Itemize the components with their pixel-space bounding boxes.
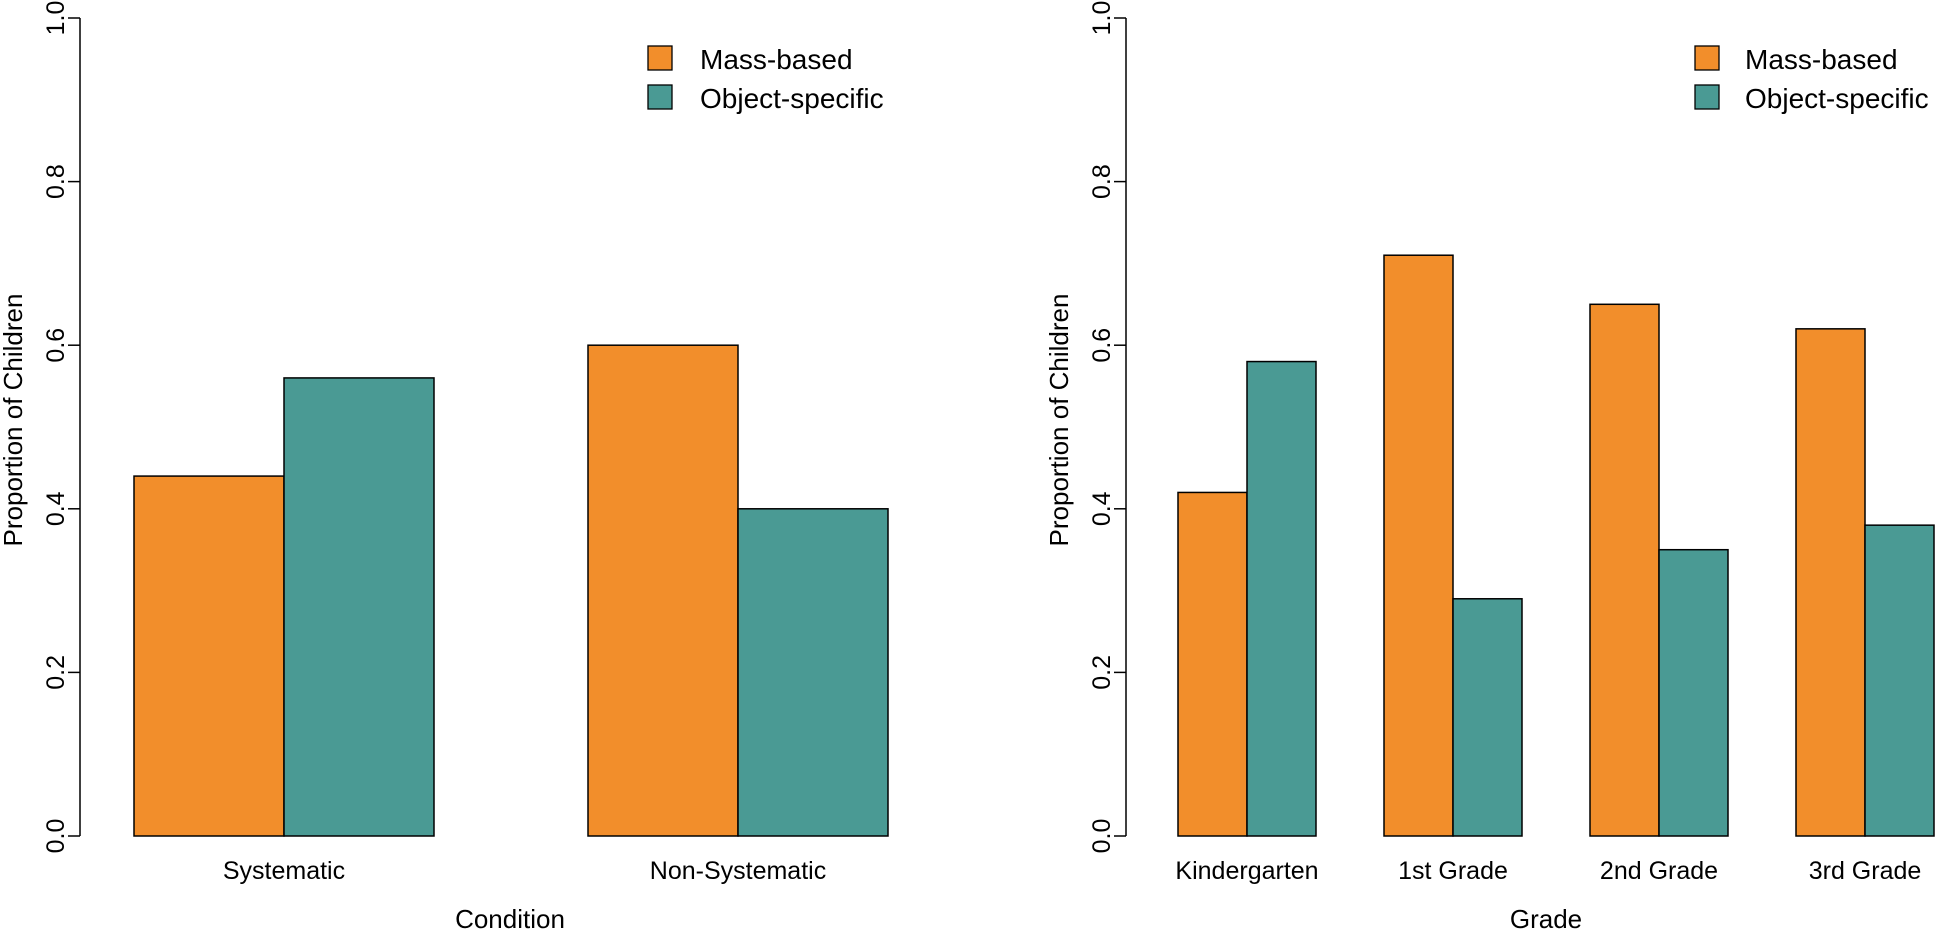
right-legend-label-object: Object-specific — [1745, 83, 1929, 114]
right-legend: Mass-based Object-specific — [1694, 44, 1929, 114]
left-y-tick-label: 0.0 — [42, 819, 70, 854]
right-y-tick-label: 0.0 — [1088, 819, 1116, 854]
right-bar-object-1 — [1246, 360, 1317, 837]
left-legend-label-mass: Mass-based — [700, 44, 853, 75]
left-y-tick-label: 0.4 — [42, 491, 70, 526]
right-x-tick-label: 3rd Grade — [1809, 857, 1922, 885]
left-y-axis-title: Proportion of Children — [0, 294, 28, 547]
right-x-tick-labels: Kindergarten 1st Grade 2nd Grade 3rd Grade — [1175, 857, 1921, 885]
left-y-tick-label: 0.8 — [42, 164, 70, 199]
left-bars — [133, 344, 889, 837]
right-bar-mass-2 — [1383, 254, 1454, 837]
left-legend-swatch-mass — [647, 45, 673, 71]
left-bar-mass-2 — [587, 344, 739, 837]
left-y-axis: 0.0 0.2 0.4 0.6 0.8 1.0 — [42, 1, 81, 854]
right-legend-swatch-object — [1694, 84, 1720, 110]
right-y-axis: 0.0 0.2 0.4 0.6 0.8 1.0 — [1088, 1, 1127, 854]
left-legend-label-object: Object-specific — [700, 83, 884, 114]
left-y-tick-label: 0.6 — [42, 328, 70, 363]
right-legend-swatch-mass — [1694, 45, 1720, 71]
left-legend: Mass-based Object-specific — [647, 44, 884, 114]
left-x-axis-title: Condition — [455, 904, 565, 934]
right-bar-object-4 — [1864, 524, 1935, 837]
right-legend-label-mass: Mass-based — [1745, 44, 1898, 75]
right-chart: 0.0 0.2 0.4 0.6 0.8 1.0 Kindergarten 1st Grade… — [1044, 1, 1935, 934]
right-y-tick-label: 0.2 — [1088, 655, 1116, 690]
left-x-tick-labels: Systematic Non-Systematic — [223, 857, 826, 885]
left-x-tick-label: Systematic — [223, 857, 345, 885]
right-x-axis-title: Grade — [1510, 904, 1582, 934]
left-bar-object-1 — [283, 377, 435, 837]
right-y-tick-label: 0.8 — [1088, 164, 1116, 199]
right-bar-mass-3 — [1589, 303, 1660, 837]
left-bar-mass-1 — [133, 475, 285, 837]
right-y-tick-label: 1.0 — [1088, 1, 1116, 36]
left-legend-swatch-object — [647, 84, 673, 110]
right-bar-mass-4 — [1795, 328, 1866, 837]
right-y-tick-label: 0.4 — [1088, 491, 1116, 526]
right-bar-mass-1 — [1177, 491, 1248, 837]
left-bar-object-2 — [737, 508, 889, 837]
right-y-axis-title: Proportion of Children — [1044, 294, 1074, 547]
right-x-tick-label: 1st Grade — [1398, 857, 1508, 885]
right-bar-object-2 — [1452, 598, 1523, 837]
right-x-tick-label: 2nd Grade — [1600, 857, 1718, 885]
right-y-tick-label: 0.6 — [1088, 328, 1116, 363]
left-y-tick-label: 0.2 — [42, 655, 70, 690]
left-x-tick-label: Non-Systematic — [650, 857, 826, 885]
right-bar-object-3 — [1658, 548, 1729, 837]
left-y-tick-label: 1.0 — [42, 1, 70, 36]
left-chart: 0.0 0.2 0.4 0.6 0.8 1.0 Systematic Non-Systema… — [0, 1, 889, 934]
right-x-tick-label: Kindergarten — [1175, 857, 1318, 885]
right-bars — [1177, 254, 1935, 837]
